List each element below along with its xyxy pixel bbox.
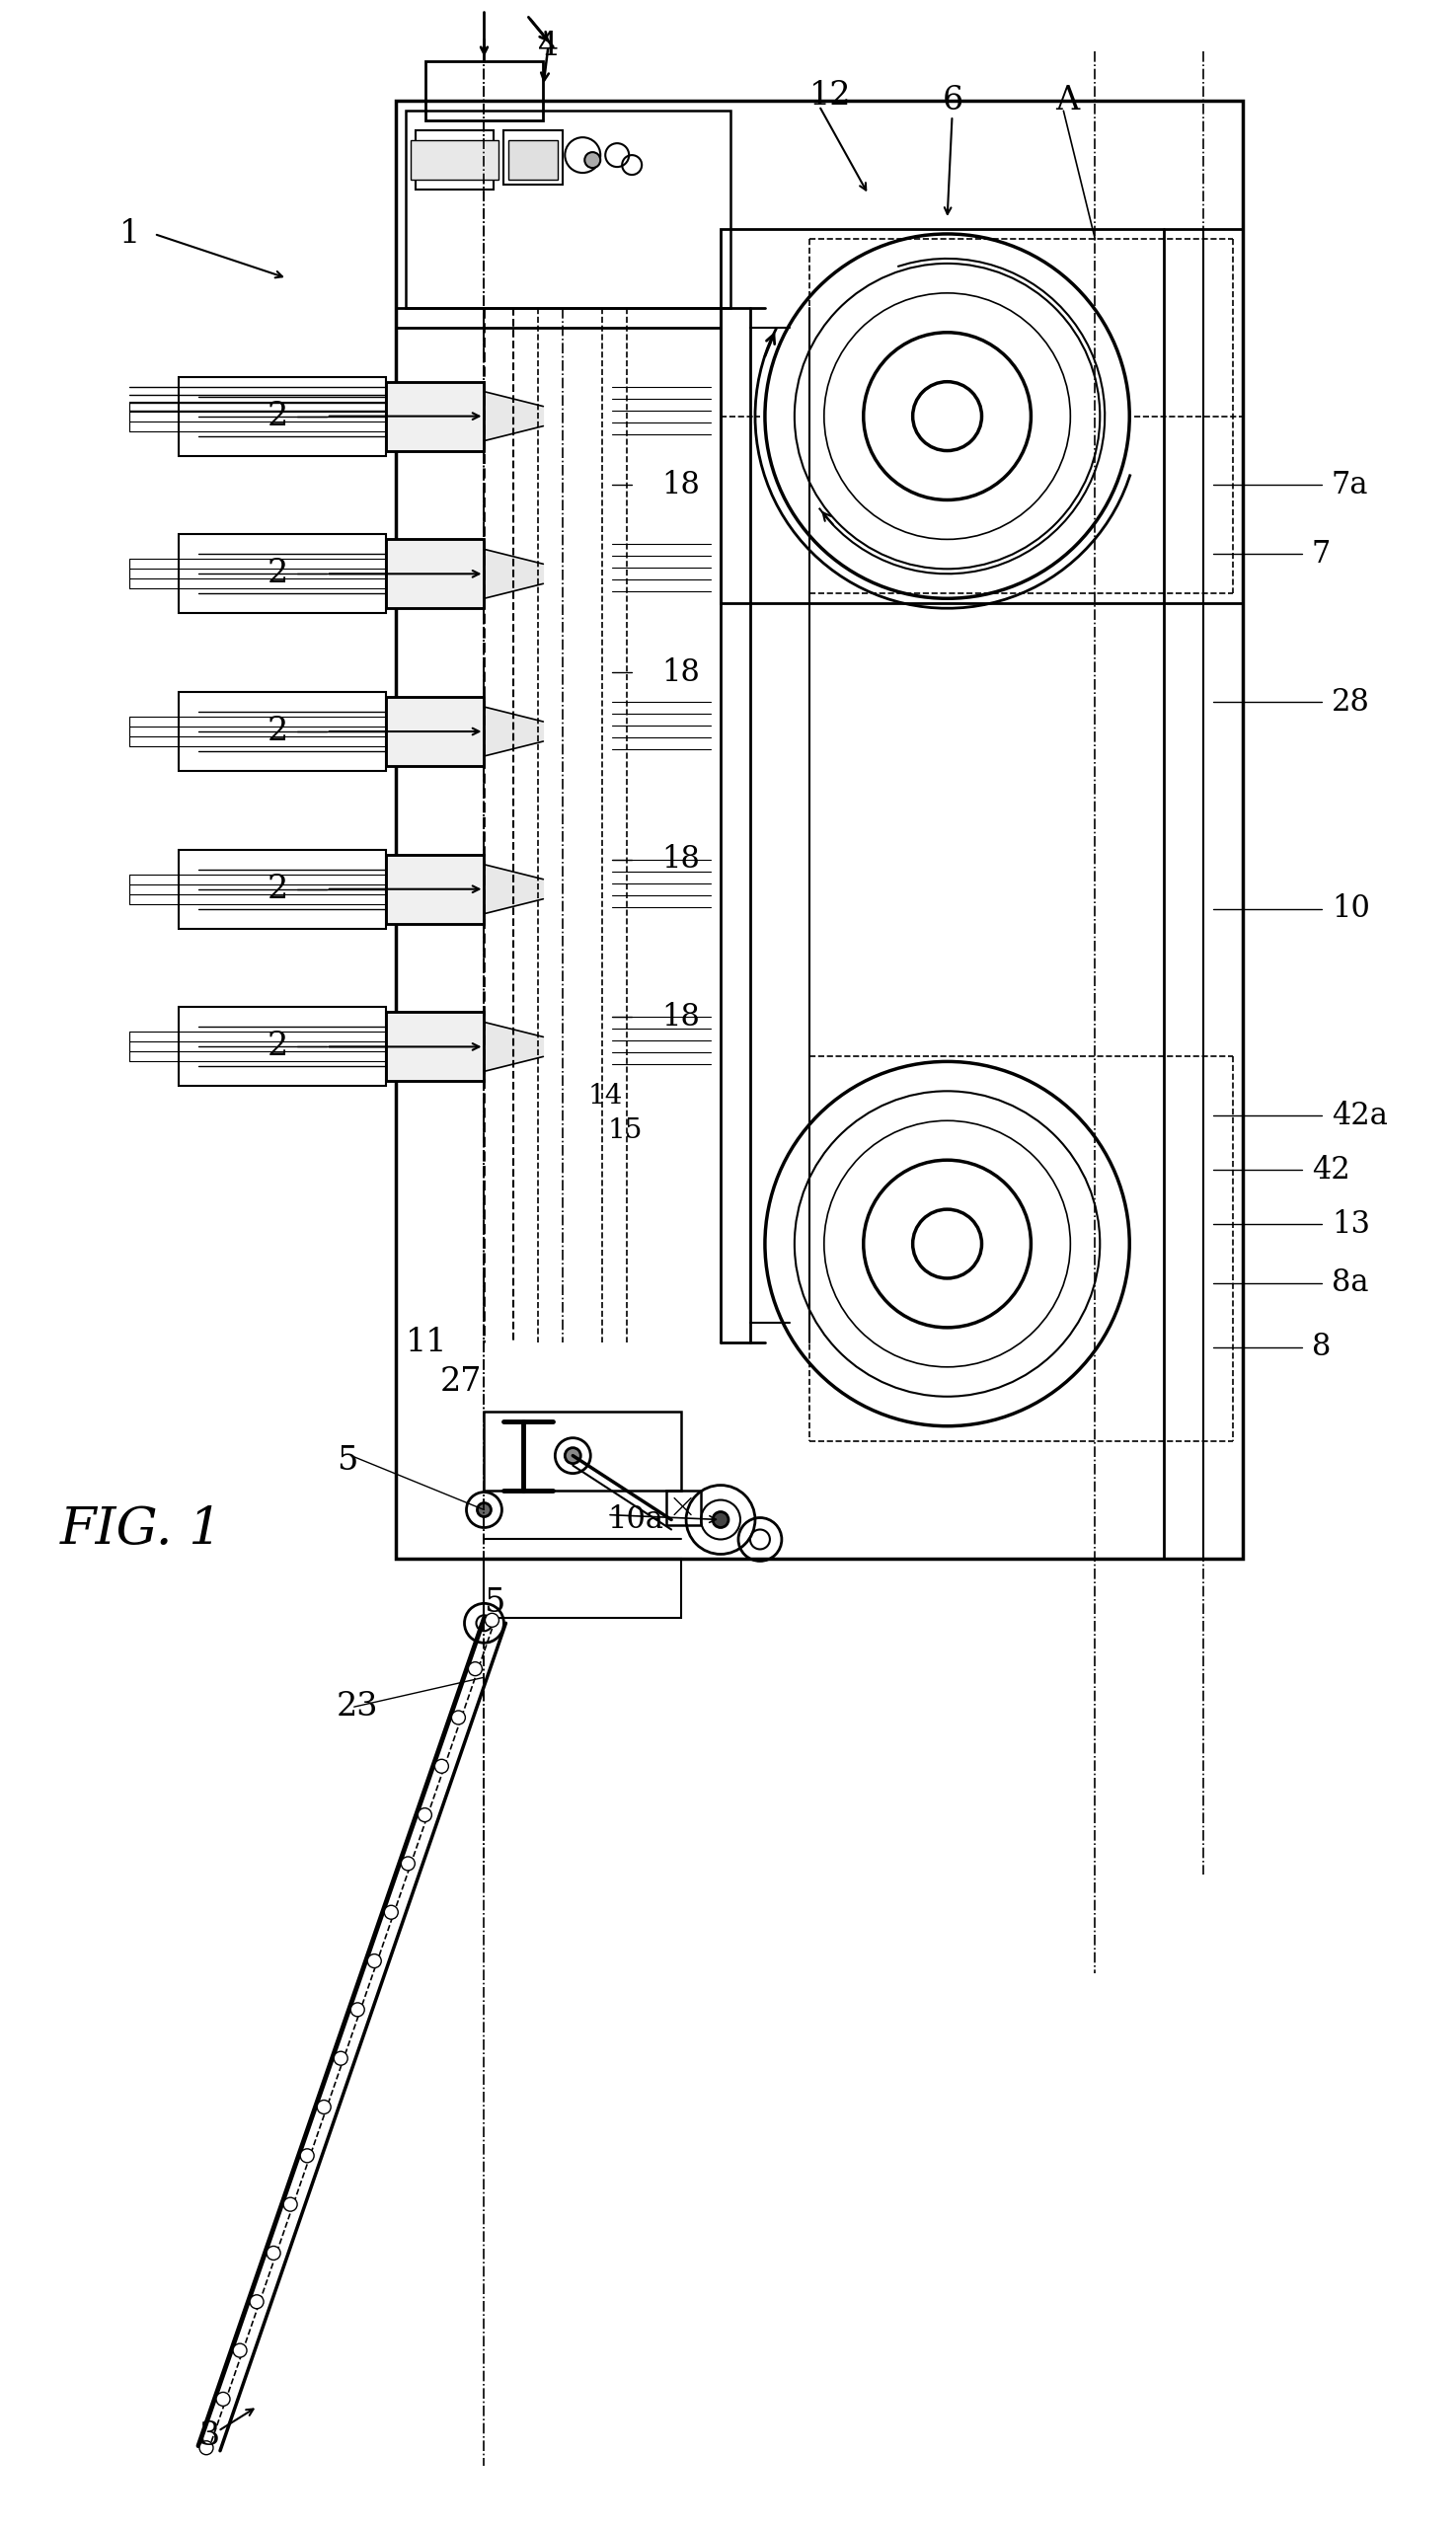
Bar [386, 698, 485, 766]
Circle shape [284, 2198, 297, 2210]
Text: 13: 13 [1331, 1209, 1370, 1239]
Text: 8a: 8a [1331, 1267, 1369, 1297]
Circle shape [913, 1209, 981, 1277]
Bar [386, 698, 485, 766]
Circle shape [585, 152, 600, 167]
Circle shape [199, 2440, 213, 2456]
Bar [485, 1411, 681, 1490]
Circle shape [384, 1904, 397, 1920]
Text: 8: 8 [1312, 1333, 1331, 1363]
Polygon shape [485, 549, 543, 599]
Bar [415, 132, 494, 190]
Bar [386, 1012, 485, 1082]
Text: 10a: 10a [607, 1505, 664, 1535]
Circle shape [713, 1512, 728, 1528]
Text: 5: 5 [336, 1444, 358, 1477]
Text: 6: 6 [942, 86, 964, 116]
Text: 15: 15 [607, 1118, 642, 1143]
Circle shape [300, 2150, 314, 2162]
Bar [485, 1558, 681, 1619]
Circle shape [250, 2294, 264, 2309]
Polygon shape [485, 865, 543, 913]
Bar [504, 132, 563, 185]
Bar [179, 850, 386, 928]
Text: 23: 23 [336, 1692, 379, 1722]
Text: 10: 10 [1331, 893, 1370, 923]
Bar [425, 61, 543, 121]
Bar [179, 534, 386, 612]
Text: 11: 11 [405, 1328, 447, 1358]
Bar [179, 1007, 386, 1085]
Text: 7a: 7a [1331, 470, 1369, 501]
Text: 12: 12 [810, 81, 852, 111]
Bar [721, 230, 1243, 604]
Bar [667, 1490, 700, 1525]
Bar [405, 111, 731, 309]
Text: A: A [1056, 86, 1079, 116]
Circle shape [266, 2246, 281, 2261]
Bar [386, 539, 485, 609]
Circle shape [565, 1447, 581, 1464]
Circle shape [435, 1760, 448, 1773]
Circle shape [367, 1955, 381, 1968]
Polygon shape [485, 706, 543, 756]
Text: 42: 42 [1312, 1156, 1350, 1186]
Text: 42a: 42a [1331, 1100, 1388, 1130]
Circle shape [478, 1502, 491, 1517]
Text: 5: 5 [485, 1588, 505, 1619]
Text: 27: 27 [440, 1366, 482, 1399]
Bar [386, 1012, 485, 1082]
Text: 18: 18 [661, 658, 700, 688]
Bar [396, 101, 1243, 1558]
Circle shape [418, 1808, 431, 1821]
Circle shape [333, 2051, 348, 2066]
Text: 2: 2 [268, 400, 288, 432]
Text: 28: 28 [1331, 685, 1370, 718]
Text: 2: 2 [268, 873, 288, 905]
Bar [386, 382, 485, 450]
Polygon shape [485, 392, 543, 440]
Circle shape [317, 2099, 331, 2114]
Bar [508, 139, 558, 180]
Circle shape [351, 2003, 364, 2016]
Circle shape [400, 1856, 415, 1871]
Text: 18: 18 [661, 845, 700, 875]
Bar [386, 855, 485, 923]
Circle shape [913, 382, 981, 450]
Text: 18: 18 [661, 470, 700, 501]
Circle shape [469, 1662, 482, 1677]
Text: 14: 14 [588, 1082, 623, 1110]
Text: 2: 2 [268, 1032, 288, 1062]
Circle shape [215, 2392, 230, 2405]
Bar [386, 855, 485, 923]
Bar [411, 139, 499, 180]
Text: 18: 18 [661, 1001, 700, 1032]
Circle shape [485, 1614, 499, 1626]
Bar [179, 693, 386, 771]
Bar [386, 539, 485, 609]
Polygon shape [485, 1022, 543, 1072]
Circle shape [451, 1710, 466, 1725]
Text: 4: 4 [539, 30, 559, 63]
Text: 3: 3 [198, 2420, 220, 2451]
Text: 2: 2 [268, 559, 288, 589]
Text: 2: 2 [268, 716, 288, 746]
Text: FIG. 1: FIG. 1 [61, 1505, 223, 1555]
Text: 1: 1 [119, 217, 141, 250]
Bar [386, 382, 485, 450]
Bar [179, 377, 386, 455]
Text: 7: 7 [1312, 539, 1331, 569]
Circle shape [233, 2344, 248, 2357]
